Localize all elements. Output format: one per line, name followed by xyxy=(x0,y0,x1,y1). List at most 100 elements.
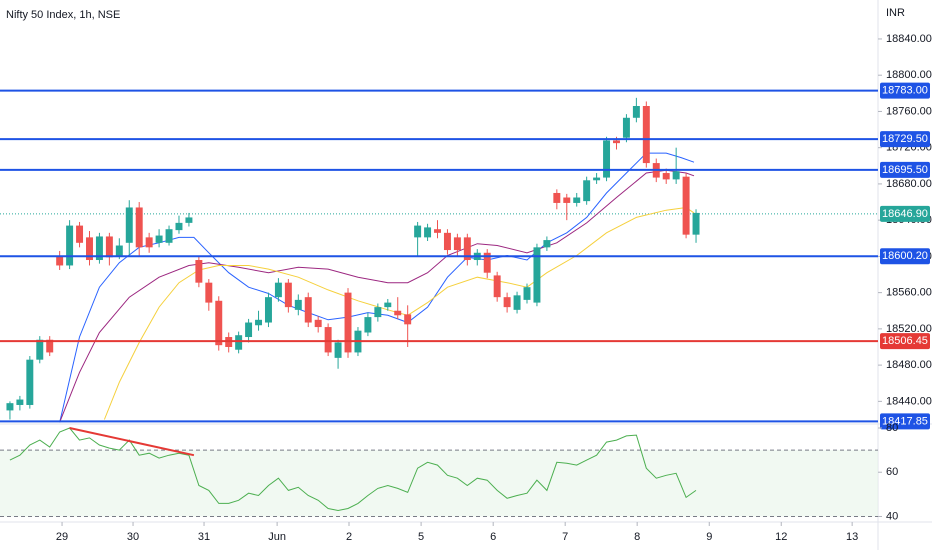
candle-body xyxy=(463,237,471,261)
candle-body xyxy=(533,247,541,303)
rsi-line xyxy=(9,427,697,512)
candle-body xyxy=(125,207,133,243)
candle-body xyxy=(115,245,123,256)
candle-body xyxy=(682,176,690,235)
price-label-box xyxy=(880,205,930,222)
y-tick-label: 18680.00 xyxy=(886,178,932,190)
candle-body xyxy=(76,225,84,243)
candle-body xyxy=(185,217,193,223)
price-label: 18646.90 xyxy=(882,208,928,220)
y-tick-label: 18560.00 xyxy=(886,287,932,299)
y-tick-label: 18760.00 xyxy=(886,105,932,117)
candle-body xyxy=(603,140,611,178)
candle-body xyxy=(384,302,392,308)
rsi-trendline xyxy=(69,427,195,457)
candle-body xyxy=(583,180,591,202)
candle-body xyxy=(324,327,332,353)
currency: INR xyxy=(886,7,905,19)
candle-body xyxy=(503,297,511,308)
candle-body xyxy=(105,236,113,258)
candle-body xyxy=(374,307,382,318)
x-tick-label: 31 xyxy=(198,531,210,543)
candle-body xyxy=(553,192,561,203)
y-tick-label: 18480.00 xyxy=(886,359,932,371)
candle-body xyxy=(543,240,551,248)
x-tick-label: 13 xyxy=(846,531,858,543)
price-label: 18600.20 xyxy=(882,250,928,262)
price-label-box xyxy=(880,131,930,148)
candle-body xyxy=(36,339,44,360)
candle-body xyxy=(56,256,64,266)
price-label-box xyxy=(880,248,930,265)
candle-body xyxy=(573,197,581,203)
candle-body xyxy=(215,300,223,346)
candle-body xyxy=(95,236,103,261)
candle-body xyxy=(414,225,422,238)
candle-body xyxy=(622,117,630,138)
y-tick-label: 18840.00 xyxy=(886,33,932,45)
candle-body xyxy=(195,260,203,283)
x-tick-label: Jun xyxy=(268,531,286,543)
y-tick-label: 80 xyxy=(886,422,898,434)
candle-body xyxy=(16,399,24,405)
price-label: 18729.50 xyxy=(882,133,928,145)
candle-body xyxy=(274,282,282,298)
candle-body xyxy=(424,227,432,238)
candle-body xyxy=(175,222,183,231)
candle-body xyxy=(613,140,620,144)
candle-body xyxy=(453,237,461,251)
candle-body xyxy=(642,106,650,164)
price-label: 18506.45 xyxy=(882,335,928,347)
x-tick-label: 30 xyxy=(127,531,139,543)
candle-body xyxy=(245,322,253,338)
candle-body xyxy=(205,282,213,303)
y-tick-label: 60 xyxy=(886,466,898,478)
candle-body xyxy=(662,173,670,180)
x-tick-label: 9 xyxy=(706,531,712,543)
moving-average xyxy=(59,169,695,423)
y-tick-label: 18800.00 xyxy=(886,69,932,81)
price-label-box xyxy=(880,161,930,178)
candle-body xyxy=(304,297,312,323)
y-tick-label: 18440.00 xyxy=(886,395,932,407)
candle-body xyxy=(294,299,302,310)
x-tick-label: 2 xyxy=(346,531,352,543)
candle-body xyxy=(334,342,342,358)
y-tick-label: 40 xyxy=(886,510,898,522)
price-label-box xyxy=(880,413,930,430)
candle-body xyxy=(513,295,521,310)
candle-body xyxy=(632,106,640,118)
price-label: 18695.50 xyxy=(882,164,928,176)
price-label: 18417.85 xyxy=(882,415,928,427)
candle-body xyxy=(483,252,491,273)
candle-body xyxy=(155,235,163,243)
candle-body xyxy=(593,177,601,181)
candle-body xyxy=(523,287,531,300)
candle-body xyxy=(255,319,263,326)
y-tick-label: 18520.00 xyxy=(886,323,932,335)
price-label-box xyxy=(880,82,930,99)
candle-body xyxy=(165,229,173,243)
x-tick-label: 29 xyxy=(56,531,68,543)
candle-body xyxy=(264,297,272,323)
x-tick-label: 6 xyxy=(490,531,496,543)
candle-body xyxy=(145,237,153,248)
x-tick-label: 8 xyxy=(634,531,640,543)
candle-body xyxy=(692,212,700,235)
candle-body xyxy=(672,171,680,180)
candle-body xyxy=(26,359,34,405)
candle-body xyxy=(404,314,412,325)
candle-body xyxy=(46,339,54,353)
candle-body xyxy=(493,275,501,298)
candle-body xyxy=(344,292,352,353)
x-tick-label: 5 xyxy=(418,531,424,543)
candle-body xyxy=(135,207,143,248)
candle-body xyxy=(443,232,451,251)
candle-body xyxy=(314,319,322,328)
chart-title: Nifty 50 Index, 1h, NSE xyxy=(6,9,120,21)
candle-body xyxy=(284,282,292,308)
price-label: 18783.00 xyxy=(882,85,928,97)
candle-body xyxy=(394,310,402,316)
candle-body xyxy=(66,225,74,266)
